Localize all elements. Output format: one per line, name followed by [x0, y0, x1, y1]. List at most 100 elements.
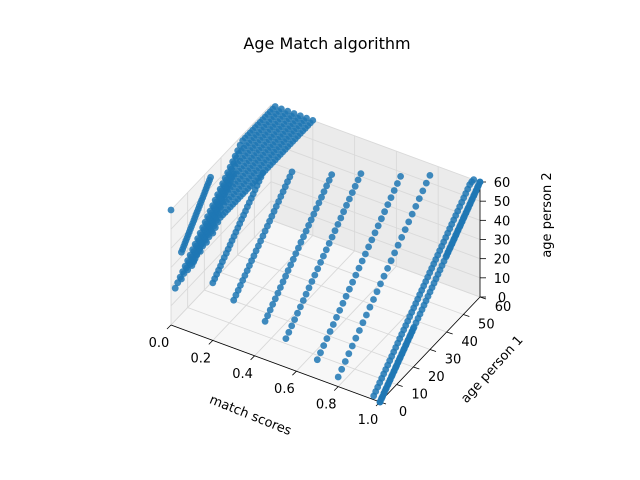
scatter-point [297, 238, 305, 246]
scatter-point [191, 240, 199, 248]
scatter-point [266, 306, 274, 314]
scatter-point [289, 255, 297, 263]
scatter-point [295, 244, 302, 252]
x-tick-mark [333, 386, 339, 391]
scatter-point [352, 334, 360, 342]
scatter-point [216, 185, 224, 193]
grid-line-z [170, 104, 481, 211]
scatter-point [317, 349, 324, 357]
scatter-point [426, 172, 434, 179]
scatter-point [310, 210, 318, 218]
scatter-point [333, 314, 340, 321]
scatter-point [339, 299, 347, 307]
scatter-point [422, 179, 430, 187]
scatter-point [207, 173, 215, 181]
scatter-point [334, 373, 342, 381]
scatter-point [408, 210, 416, 218]
x-axis-label: match scores [207, 393, 293, 440]
scatter-point [229, 158, 237, 166]
chart-title: Age Match algorithm [243, 34, 410, 53]
scatter-point [337, 214, 345, 222]
scatter-point [378, 215, 385, 223]
scatter-point [323, 335, 331, 342]
scatter-point [349, 278, 356, 286]
scatter-point [343, 201, 350, 209]
scatter-point [311, 271, 319, 279]
scatter-point [294, 309, 301, 317]
scatter-point [209, 202, 217, 210]
scatter-point [234, 147, 242, 155]
scatter-point [303, 114, 310, 122]
scatter-point [374, 222, 382, 230]
scatter-point [300, 233, 307, 241]
x-tick-label: 0.6 [274, 382, 295, 397]
scatter-point [184, 257, 192, 265]
scatter-point [264, 312, 271, 320]
y-tick-label: 30 [445, 353, 462, 368]
scatter-point [271, 295, 279, 303]
scatter-point [419, 187, 427, 195]
y-tick-label: 50 [478, 318, 495, 333]
scatter-point [415, 195, 423, 203]
scatter-point [346, 195, 353, 203]
scatter-point [387, 257, 395, 265]
scatter-point [315, 199, 323, 207]
scatter-point [269, 301, 277, 308]
scatter-point [328, 171, 336, 179]
scatter-point [398, 234, 406, 241]
scatter-point [317, 259, 324, 266]
y-tick-label: 0 [399, 405, 407, 420]
scatter-point [284, 107, 292, 115]
scatter-point [282, 335, 290, 342]
scatter-point [201, 218, 209, 226]
scatter-point [320, 252, 327, 260]
scatter-point [365, 243, 372, 251]
scatter-point [348, 342, 356, 350]
scatter-point [325, 240, 333, 247]
scatter-point [189, 246, 197, 254]
x-tick-label: 0.4 [232, 367, 253, 382]
y-tick-label: 20 [428, 370, 445, 385]
scatter-point [362, 250, 369, 258]
grid-line-z [170, 200, 481, 307]
scatter-point [219, 180, 227, 188]
scatter-point [179, 268, 187, 276]
scatter-point [391, 249, 398, 257]
scatter-point [279, 278, 287, 286]
scatter-point [390, 187, 398, 194]
scatter-point [405, 218, 413, 226]
scatter-point [366, 303, 374, 311]
scatter-point [331, 227, 339, 235]
y-tick-mark [463, 314, 470, 317]
scatter-point [348, 189, 356, 197]
scatter-point [322, 246, 330, 254]
z-axis-label: age person 2 [540, 172, 555, 257]
scatter-point [358, 257, 366, 265]
scatter-point [292, 250, 300, 257]
scatter-point [336, 307, 344, 314]
scatter-point [171, 284, 179, 292]
x-tick-label: 1.0 [358, 413, 379, 428]
scatter-point [323, 182, 330, 190]
y-tick-mark [429, 349, 437, 352]
scatter-point [397, 173, 404, 180]
scatter-point [297, 303, 304, 311]
z-tick-label: 20 [494, 253, 511, 268]
grid-line-z [170, 181, 481, 287]
scatter-point [368, 236, 376, 244]
scatter-point [329, 321, 337, 328]
y-tick-label: 40 [461, 335, 478, 350]
scatter-point [278, 105, 285, 113]
scatter-point [380, 272, 388, 280]
scatter-point [387, 194, 395, 202]
scatter-point [370, 296, 377, 303]
scatter-point [314, 265, 322, 273]
scatter-point [290, 110, 298, 117]
scatter-point [345, 350, 353, 358]
scatter-point [355, 264, 363, 272]
scatter-point [221, 174, 229, 182]
scatter-point [340, 208, 347, 216]
scatter-point [351, 182, 359, 190]
scatter-point [354, 176, 362, 184]
